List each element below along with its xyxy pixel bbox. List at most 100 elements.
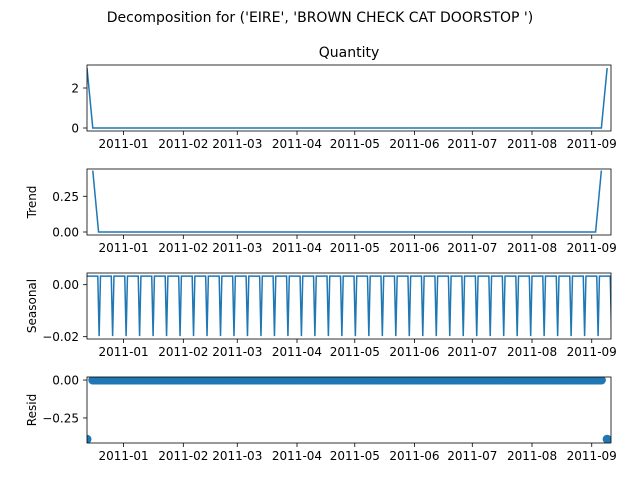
x-tick-label: 2011-01	[99, 137, 149, 151]
y-tick-label: 0.00	[52, 374, 79, 388]
resid-point	[292, 377, 301, 385]
y-tick-label: −0.25	[42, 411, 79, 425]
resid-point	[503, 377, 512, 385]
resid-point	[333, 377, 342, 385]
y-tick-label: −0.02	[42, 330, 79, 344]
x-tick-label: 2011-04	[272, 449, 322, 463]
x-tick-label: 2011-05	[330, 241, 380, 255]
plot-area	[87, 67, 608, 129]
resid-point	[537, 377, 546, 385]
resid-point	[387, 377, 396, 385]
resid-point	[129, 377, 138, 385]
x-tick-label: 2011-05	[330, 137, 380, 151]
resid-point	[102, 377, 111, 385]
resid-point	[143, 377, 152, 385]
resid-point	[462, 377, 471, 385]
figure-suptitle: Decomposition for ('EIRE', 'BROWN CHECK …	[107, 10, 534, 26]
panel-2: Trend 0.00 0.25 2011-01 2011-02 2011-03 2011-0…	[25, 168, 617, 255]
resid-point	[381, 377, 390, 385]
x-tick-label: 2011-08	[507, 449, 557, 463]
resid-point	[122, 377, 131, 385]
resid-point	[415, 377, 424, 385]
resid-point	[435, 377, 444, 385]
panel-title: Quantity	[319, 45, 380, 61]
resid-point	[517, 377, 526, 385]
x-tick-label: 2011-09	[567, 241, 617, 255]
x-tick-label: 2011-04	[272, 137, 322, 151]
x-tick-label: 2011-06	[389, 241, 439, 255]
y-axis-label: Trend	[25, 186, 39, 220]
resid-point	[279, 377, 288, 385]
resid-point	[591, 377, 600, 385]
resid-point	[149, 377, 158, 385]
resid-outlier-point	[602, 434, 611, 443]
resid-point	[340, 377, 349, 385]
x-tick-label: 2011-04	[272, 241, 322, 255]
resid-point	[455, 377, 464, 385]
x-tick-label: 2011-03	[212, 449, 262, 463]
resid-point	[88, 377, 97, 385]
resid-point	[353, 377, 362, 385]
resid-point	[442, 377, 451, 385]
x-tick-label: 2011-08	[507, 345, 557, 359]
resid-point	[177, 377, 186, 385]
x-tick-label: 2011-01	[99, 345, 149, 359]
x-tick-label: 2011-07	[447, 449, 497, 463]
resid-point	[489, 377, 498, 385]
panel-3: Seasonal 0.00 −0.02 2011-01 2011-02 2011-03 20…	[25, 272, 617, 359]
x-tick-label: 2011-09	[567, 449, 617, 463]
resid-point	[408, 377, 417, 385]
plot-area	[92, 170, 603, 233]
resid-point	[136, 377, 145, 385]
resid-point	[496, 377, 505, 385]
resid-point	[251, 377, 260, 385]
axes-frame	[86, 168, 612, 236]
resid-point	[326, 377, 335, 385]
resid-point	[115, 377, 124, 385]
series-line	[87, 67, 608, 129]
x-tick-label: 2011-05	[330, 345, 380, 359]
resid-point	[374, 377, 383, 385]
series-line	[92, 170, 603, 233]
resid-point	[190, 377, 199, 385]
x-tick-label: 2011-09	[567, 345, 617, 359]
resid-point	[231, 377, 240, 385]
resid-point	[510, 377, 519, 385]
resid-point	[449, 377, 458, 385]
resid-point	[469, 377, 478, 385]
resid-point	[557, 377, 566, 385]
resid-point	[306, 377, 315, 385]
resid-point	[578, 377, 587, 385]
x-tick-label: 2011-02	[158, 241, 208, 255]
resid-point	[367, 377, 376, 385]
resid-point	[483, 377, 492, 385]
axes-frame	[86, 64, 612, 132]
x-tick-label: 2011-03	[212, 241, 262, 255]
resid-point	[401, 377, 410, 385]
y-axis-label: Resid	[25, 394, 39, 426]
axes-frame	[86, 376, 612, 444]
resid-point	[217, 377, 226, 385]
resid-point	[428, 377, 437, 385]
y-tick-label: 2	[71, 82, 79, 96]
x-tick-label: 2011-06	[389, 449, 439, 463]
resid-point	[258, 377, 267, 385]
y-tick-label: 0.00	[52, 278, 79, 292]
resid-point	[394, 377, 403, 385]
resid-point	[183, 377, 192, 385]
x-tick-label: 2011-08	[507, 241, 557, 255]
x-tick-label: 2011-09	[567, 137, 617, 151]
resid-point	[197, 377, 206, 385]
resid-point	[95, 377, 104, 385]
x-tick-label: 2011-02	[158, 449, 208, 463]
x-tick-label: 2011-03	[212, 345, 262, 359]
resid-point	[156, 377, 165, 385]
resid-point	[571, 377, 580, 385]
x-tick-label: 2011-07	[447, 137, 497, 151]
resid-point	[523, 377, 532, 385]
resid-point	[224, 377, 233, 385]
x-tick-label: 2011-05	[330, 449, 380, 463]
resid-point	[265, 377, 274, 385]
resid-point	[347, 377, 356, 385]
resid-point	[109, 377, 118, 385]
